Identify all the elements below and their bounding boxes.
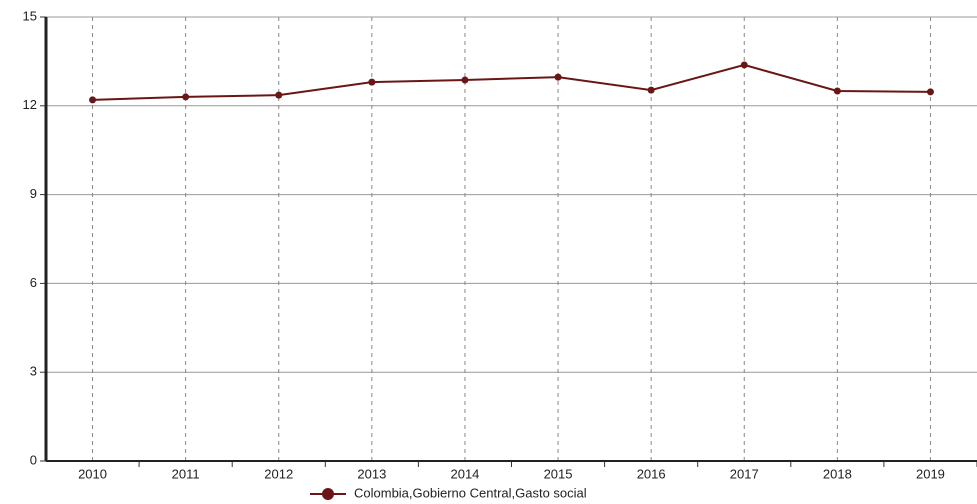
- y-tick-label: 0: [30, 452, 37, 467]
- x-tick-label: 2012: [264, 466, 293, 481]
- data-point: [275, 91, 283, 99]
- y-tick-label: 3: [30, 364, 37, 379]
- x-tick-label: 2014: [450, 466, 479, 481]
- y-tick-label: 15: [23, 8, 37, 23]
- data-point: [740, 61, 748, 69]
- legend-marker: [322, 488, 334, 500]
- y-tick-label: 6: [30, 275, 37, 290]
- data-point: [461, 76, 469, 84]
- x-tick-label: 2011: [172, 466, 200, 481]
- x-tick-label: 2010: [78, 466, 107, 481]
- data-point: [182, 93, 190, 101]
- data-point: [89, 96, 97, 104]
- data-point: [368, 78, 376, 86]
- x-tick-label: 2018: [823, 466, 852, 481]
- data-point: [926, 88, 934, 96]
- x-tick-label: 2017: [730, 466, 759, 481]
- y-tick-label: 9: [30, 186, 37, 201]
- x-tick-label: 2013: [357, 466, 386, 481]
- legend-label: Colombia,Gobierno Central,Gasto social: [354, 485, 587, 500]
- data-point: [554, 73, 562, 81]
- y-tick-label: 12: [23, 97, 37, 112]
- data-point: [833, 87, 841, 95]
- data-point: [647, 86, 655, 94]
- series-line: [92, 63, 931, 101]
- x-tick-label: 2019: [916, 466, 945, 481]
- x-tick-label: 2016: [637, 466, 666, 481]
- x-tick-label: 2015: [544, 466, 573, 481]
